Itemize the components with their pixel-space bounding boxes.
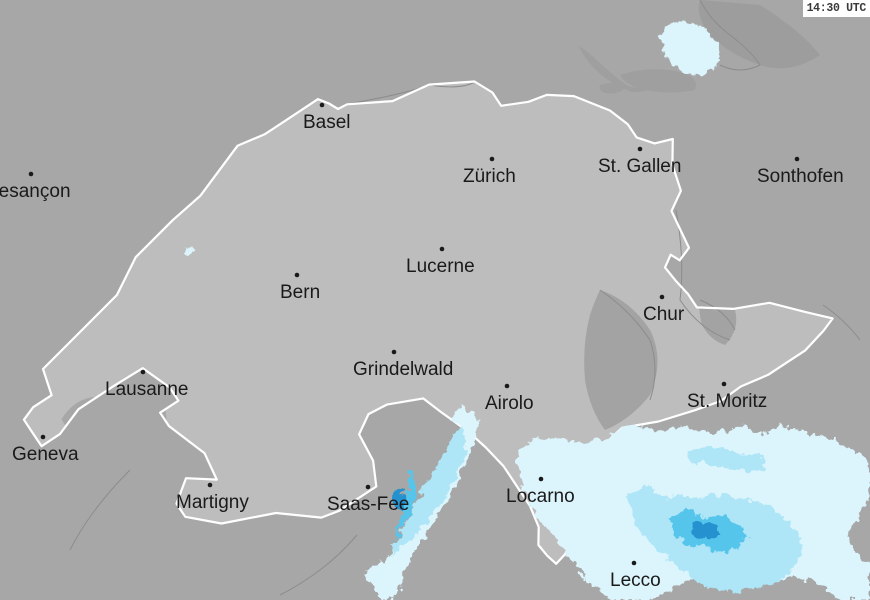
svg-text:Lecco: Lecco	[610, 570, 661, 591]
svg-text:Saas-Fee: Saas-Fee	[327, 494, 409, 515]
svg-text:Sonthofen: Sonthofen	[757, 166, 844, 187]
svg-text:Basel: Basel	[303, 112, 351, 133]
svg-text:Geneva: Geneva	[12, 444, 79, 465]
svg-text:Airolo: Airolo	[485, 393, 534, 414]
svg-text:Grindelwald: Grindelwald	[353, 359, 453, 380]
svg-text:Bern: Bern	[280, 282, 320, 303]
svg-text:Locarno: Locarno	[506, 486, 575, 507]
svg-text:Chur: Chur	[643, 304, 685, 325]
svg-text:Zürich: Zürich	[463, 166, 516, 187]
svg-text:Lausanne: Lausanne	[105, 379, 188, 400]
svg-text:Martigny: Martigny	[176, 492, 249, 513]
svg-text:Besançon: Besançon	[0, 181, 71, 202]
svg-text:Lucerne: Lucerne	[406, 256, 475, 277]
svg-text:St. Moritz: St. Moritz	[687, 391, 767, 412]
svg-text:St. Gallen: St. Gallen	[598, 156, 681, 177]
